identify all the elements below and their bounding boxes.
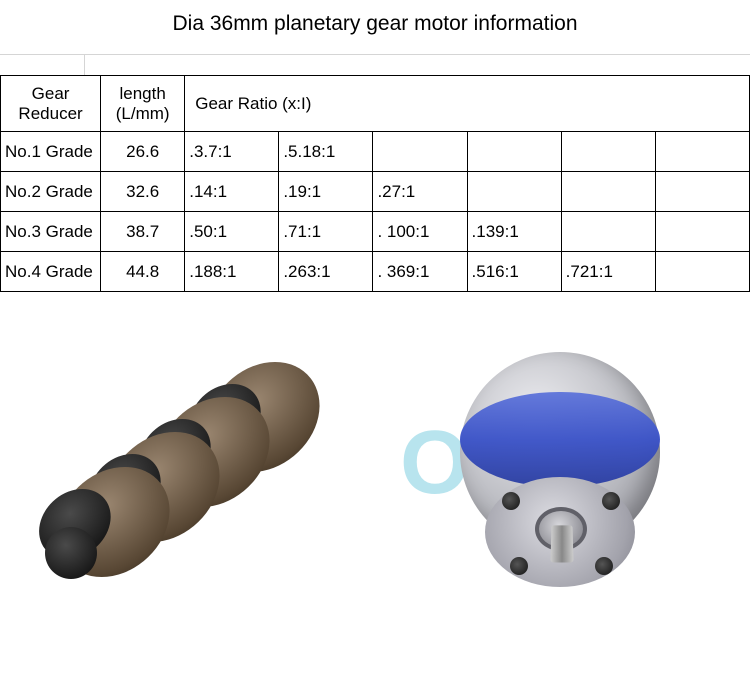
table-row: No.2 Grade 32.6 .14:1 .19:1 .27:1 [1,172,750,212]
table-body: No.1 Grade 26.6 .3.7:1 .5.18:1 No.2 Grad… [1,132,750,292]
gearbox-photo [440,332,680,612]
cell-ratio [655,172,749,212]
cell-ratio: .263:1 [279,252,373,292]
cell-ratio: .139:1 [467,212,561,252]
table-row: No.3 Grade 38.7 .50:1 .71:1 . 100:1 .139… [1,212,750,252]
cell-ratio [561,132,655,172]
cell-ratio: .71:1 [279,212,373,252]
product-images: ON [0,292,750,632]
cell-ratio: .516:1 [467,252,561,292]
cell-ratio: . 369:1 [373,252,467,292]
cell-ratio [467,172,561,212]
cell-ratio: .14:1 [185,172,279,212]
cell-ratio: .3.7:1 [185,132,279,172]
cell-ratio [373,132,467,172]
cell-ratio: . 100:1 [373,212,467,252]
table-header-row: Gear Reducer length (L/mm) Gear Ratio (x… [1,76,750,132]
gear-stack-photo [50,352,370,612]
header-length: length (L/mm) [101,76,185,132]
cell-length: 26.6 [101,132,185,172]
cell-ratio: .5.18:1 [279,132,373,172]
cell-ratio [561,212,655,252]
cell-ratio [655,132,749,172]
cell-grade: No.4 Grade [1,252,101,292]
cell-grade: No.3 Grade [1,212,101,252]
table-row: No.4 Grade 44.8 .188:1 .263:1 . 369:1 .5… [1,252,750,292]
header-gear-ratio: Gear Ratio (x:I) [185,76,750,132]
spacer [0,55,750,75]
cell-ratio [467,132,561,172]
table-row: No.1 Grade 26.6 .3.7:1 .5.18:1 [1,132,750,172]
cell-ratio: .27:1 [373,172,467,212]
cell-ratio: .188:1 [185,252,279,292]
cell-length: 38.7 [101,212,185,252]
cell-ratio [655,252,749,292]
cell-ratio: .50:1 [185,212,279,252]
page-title: Dia 36mm planetary gear motor informatio… [0,0,750,55]
header-gear-reducer: Gear Reducer [1,76,101,132]
cell-grade: No.2 Grade [1,172,101,212]
cell-ratio [655,212,749,252]
cell-length: 44.8 [101,252,185,292]
cell-ratio [561,172,655,212]
spec-table: Gear Reducer length (L/mm) Gear Ratio (x… [0,75,750,292]
cell-length: 32.6 [101,172,185,212]
cell-grade: No.1 Grade [1,132,101,172]
cell-ratio: .721:1 [561,252,655,292]
page-container: Dia 36mm planetary gear motor informatio… [0,0,750,682]
cell-ratio: .19:1 [279,172,373,212]
